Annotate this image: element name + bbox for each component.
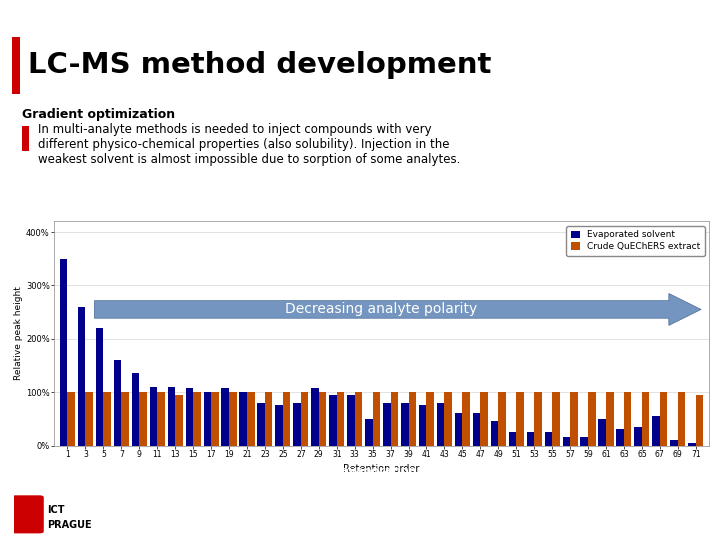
Bar xyxy=(491,422,498,446)
Text: PRAGUE: PRAGUE xyxy=(48,521,92,530)
Bar xyxy=(78,307,86,446)
Bar xyxy=(365,419,373,446)
Bar xyxy=(498,392,506,445)
Bar xyxy=(634,427,642,446)
Bar xyxy=(419,406,426,446)
Bar xyxy=(257,403,265,445)
Bar xyxy=(562,437,570,446)
Bar xyxy=(229,392,237,445)
Bar xyxy=(473,414,480,445)
Bar xyxy=(247,392,254,445)
Legend: Evaporated solvent, Crude QuEChERS extract: Evaporated solvent, Crude QuEChERS extra… xyxy=(566,226,705,255)
Text: In multi-analyte methods is needed to inject compounds with very: In multi-analyte methods is needed to in… xyxy=(38,123,431,136)
Bar xyxy=(678,392,685,445)
Bar xyxy=(426,392,434,445)
Text: weakest solvent is almost impossible due to sorption of some analytes.: weakest solvent is almost impossible due… xyxy=(38,153,460,166)
Bar xyxy=(696,395,703,446)
Bar xyxy=(588,392,595,445)
Text: different physico-chemical properties (also solubility). Injection in the: different physico-chemical properties (a… xyxy=(38,138,449,151)
Bar xyxy=(114,360,121,445)
Bar xyxy=(168,387,175,446)
Bar xyxy=(606,392,613,445)
Bar xyxy=(193,392,201,445)
Bar xyxy=(222,388,229,445)
Bar xyxy=(283,392,290,445)
Bar xyxy=(150,387,157,446)
Bar xyxy=(437,403,444,445)
Bar xyxy=(301,392,308,445)
Bar xyxy=(401,403,408,445)
Bar xyxy=(157,392,165,445)
Bar xyxy=(526,432,534,445)
Bar xyxy=(175,395,183,446)
Bar xyxy=(408,392,416,445)
Text: Change of the acetonitrile extract to the water (evaporation and reconstitution : Change of the acetonitrile extract to th… xyxy=(39,466,600,476)
Bar xyxy=(570,392,577,445)
Bar xyxy=(355,392,362,445)
Bar xyxy=(319,392,326,445)
Bar xyxy=(186,388,193,445)
Bar xyxy=(598,419,606,446)
Bar xyxy=(311,388,319,445)
Bar xyxy=(293,403,301,445)
Bar xyxy=(544,432,552,445)
Bar xyxy=(616,429,624,445)
Bar xyxy=(265,392,272,445)
Bar xyxy=(104,392,111,445)
Bar xyxy=(139,392,147,445)
Y-axis label: Relative peak height: Relative peak height xyxy=(14,287,23,380)
Bar xyxy=(516,392,523,445)
Bar xyxy=(624,392,631,445)
Bar xyxy=(329,395,337,446)
Bar xyxy=(688,443,696,445)
Bar xyxy=(22,126,29,151)
Text: ICT: ICT xyxy=(48,505,65,516)
Text: Decreasing analyte polarity: Decreasing analyte polarity xyxy=(285,302,478,316)
Bar xyxy=(580,437,588,446)
Bar xyxy=(373,392,380,445)
Text: Gradient optimization: Gradient optimization xyxy=(22,107,175,121)
Bar xyxy=(60,259,68,445)
Bar xyxy=(462,392,470,445)
Bar xyxy=(275,406,283,446)
Polygon shape xyxy=(94,293,701,326)
Bar xyxy=(347,395,355,446)
Bar xyxy=(670,440,678,445)
Bar xyxy=(121,392,129,445)
Bar xyxy=(12,37,20,94)
Bar xyxy=(204,392,211,445)
Bar xyxy=(444,392,452,445)
Bar xyxy=(96,328,104,446)
Bar xyxy=(509,432,516,445)
Bar xyxy=(480,392,488,445)
Bar xyxy=(337,392,344,445)
Bar xyxy=(211,392,219,445)
Bar xyxy=(534,392,541,445)
Bar xyxy=(383,403,390,445)
X-axis label: Retention order: Retention order xyxy=(343,464,420,474)
Text: LC-MS method development: LC-MS method development xyxy=(28,51,491,79)
Bar xyxy=(68,392,75,445)
Bar xyxy=(390,392,398,445)
Bar xyxy=(240,392,247,445)
FancyBboxPatch shape xyxy=(11,495,44,534)
Bar xyxy=(132,374,139,445)
Bar xyxy=(660,392,667,445)
Bar xyxy=(455,414,462,445)
Bar xyxy=(652,416,660,446)
Bar xyxy=(552,392,559,445)
Bar xyxy=(642,392,649,445)
Bar xyxy=(86,392,93,445)
